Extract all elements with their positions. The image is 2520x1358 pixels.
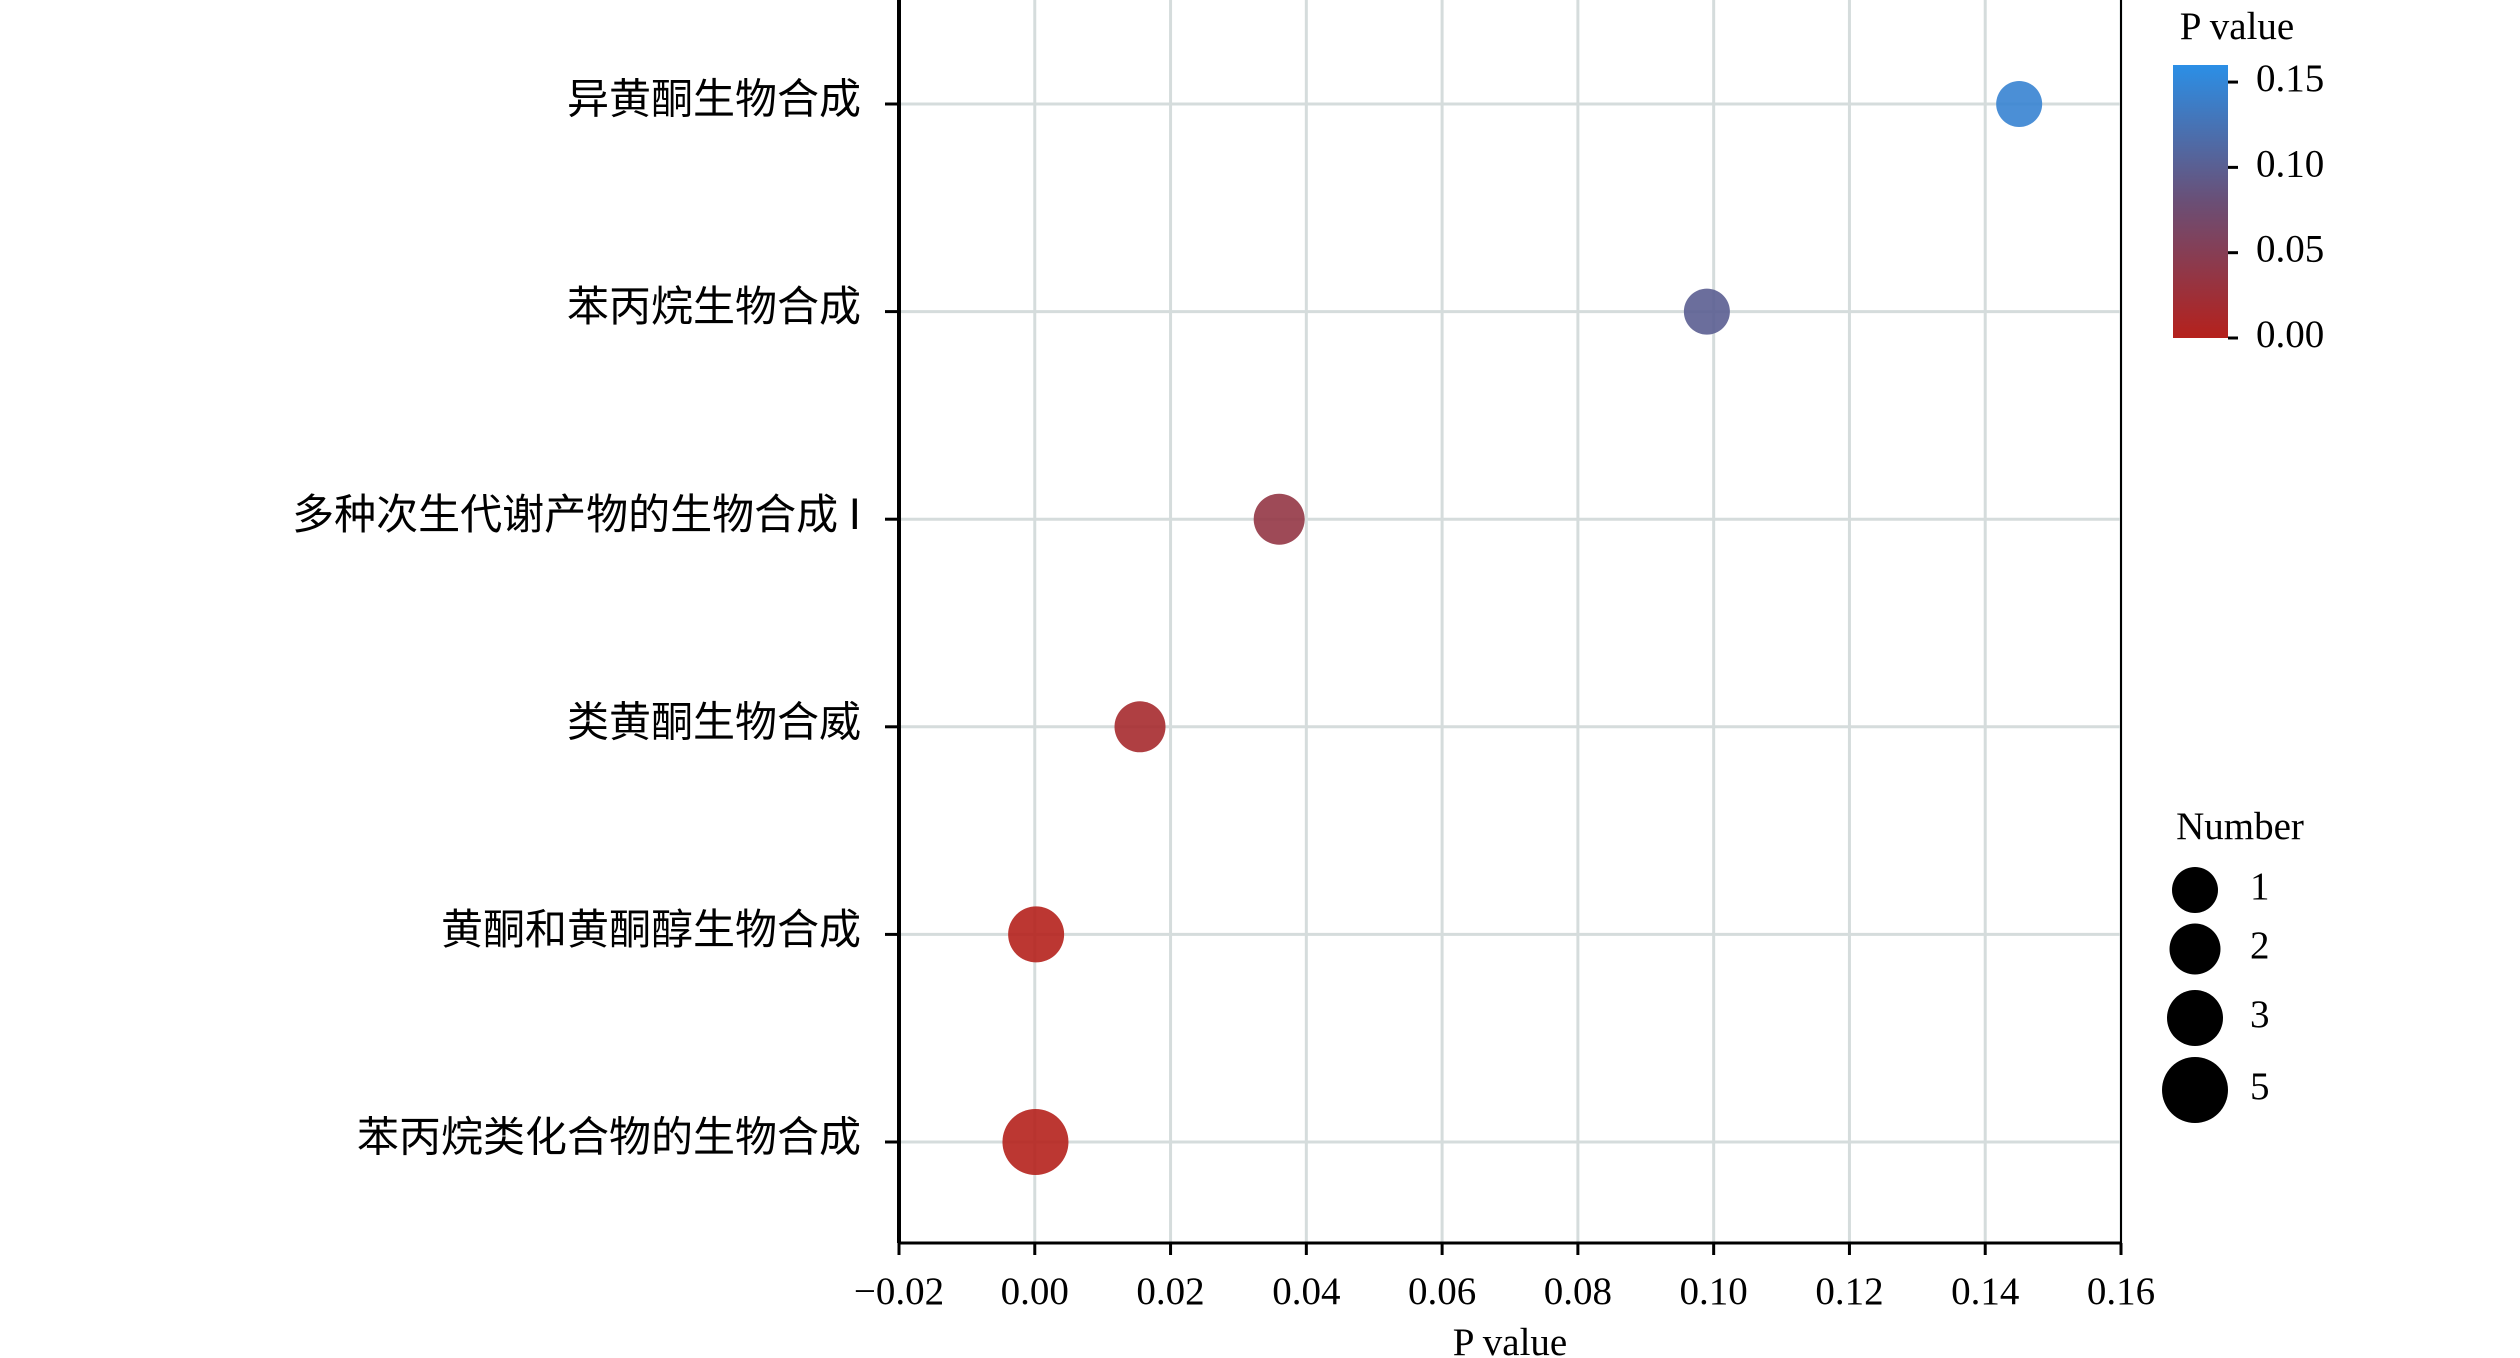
y-tick-label: 苯丙烷类化合物的生物合成	[357, 1115, 861, 1162]
bubble	[1114, 701, 1166, 753]
x-tick-label: 0.12	[1815, 1270, 1883, 1313]
size-legend-label: 2	[2250, 924, 2270, 967]
x-tick-label: −0.02	[854, 1270, 944, 1313]
y-tick-label: 黄酮和黄酮醇生物合成	[441, 908, 861, 954]
size-legend-marker	[2172, 867, 2218, 913]
y-tick-label: 苯丙烷生物合成	[567, 284, 861, 331]
size-legend-marker	[2162, 1057, 2228, 1123]
colorbar-tick-label: 0.15	[2256, 57, 2324, 100]
size-legend-label: 3	[2250, 993, 2270, 1036]
x-tick-label: 0.14	[1951, 1270, 2019, 1313]
colorbar	[2173, 65, 2228, 338]
x-tick-label: 0.06	[1408, 1270, 1476, 1313]
size-legend-label: 1	[2250, 865, 2270, 908]
bubble	[1008, 906, 1065, 963]
y-tick-label: 类黄酮生物合威	[567, 700, 861, 746]
colorbar-tick-label: 0.10	[2256, 142, 2324, 185]
bubble	[1683, 288, 1730, 335]
x-tick-label: 0.16	[2087, 1270, 2155, 1313]
y-tick-label: 异黄酮生物合成	[567, 78, 861, 124]
colorbar-title: P value	[2180, 5, 2294, 48]
size-legend-marker	[2169, 923, 2221, 975]
x-tick-label: 0.08	[1544, 1270, 1612, 1313]
bubble	[1996, 81, 2043, 127]
bubble	[1002, 1109, 1069, 1175]
colorbar-tick-label: 0.00	[2256, 313, 2324, 356]
size-legend-label: 5	[2250, 1065, 2270, 1108]
size-legend-title: Number	[2176, 805, 2304, 848]
y-tick-label: 多种次生代谢产物的生物合成 Ⅰ	[292, 493, 861, 539]
x-tick-label: 0.10	[1680, 1270, 1748, 1313]
colorbar-tick-label: 0.05	[2256, 228, 2324, 271]
bubble	[1253, 493, 1305, 545]
size-legend-marker	[2167, 990, 2223, 1046]
x-tick-label: 0.00	[1001, 1270, 1069, 1313]
x-tick-label: 0.02	[1136, 1270, 1204, 1313]
x-axis-title: P value	[1453, 1321, 1567, 1358]
x-tick-label: 0.04	[1272, 1270, 1340, 1313]
